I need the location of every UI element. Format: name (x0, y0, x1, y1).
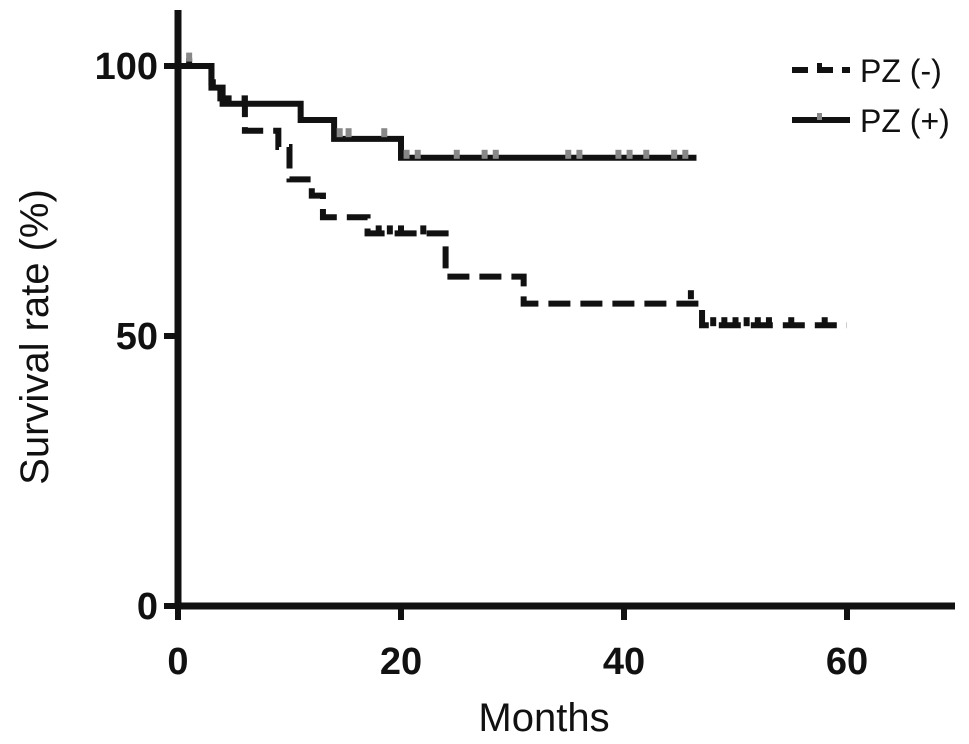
censor-mark-pz-plus (682, 149, 689, 159)
censor-mark-pz-plus (345, 128, 352, 138)
censor-mark-pz-plus (403, 149, 410, 159)
censor-mark-pz-minus (375, 225, 382, 235)
legend-item-pz-minus: PZ (-) (792, 53, 942, 89)
censor-mark-pz-minus (420, 225, 427, 235)
censor-mark-pz-plus (671, 149, 678, 159)
y-tick-label: 100 (95, 46, 158, 88)
censor-mark-pz-minus (710, 317, 717, 327)
tick-labels-group: 0 50 100 0 20 40 60 (95, 46, 869, 683)
axes-group (164, 10, 955, 620)
x-tick-label: 0 (167, 641, 188, 683)
censor-mark-pz-plus (576, 149, 583, 159)
censor-mark-pz-minus (386, 225, 393, 235)
x-tick-label: 60 (826, 641, 868, 683)
censor-mark-pz-plus (492, 149, 499, 159)
censor-mark-pz-minus (821, 317, 828, 327)
legend-censor-mark-pz-plus (817, 113, 822, 120)
censor-mark-pz-plus (481, 149, 488, 159)
censor-mark-pz-plus (626, 149, 633, 159)
legend-label-pz-plus: PZ (+) (860, 103, 950, 139)
censor-mark-pz-plus (643, 149, 650, 159)
censor-mark-pz-plus (615, 149, 622, 159)
censor-mark-pz-minus (687, 290, 694, 300)
censor-mark-pz-minus (754, 317, 761, 327)
x-tick-label: 20 (380, 641, 422, 683)
censor-mark-pz-minus (743, 317, 750, 327)
censor-mark-pz-minus (186, 58, 193, 67)
legend-label-pz-minus: PZ (-) (860, 53, 942, 89)
censor-mark-pz-plus (186, 52, 193, 62)
censor-mark-pz-minus (398, 225, 404, 235)
y-tick-label: 50 (116, 316, 158, 358)
legend-item-pz-plus: PZ (+) (792, 103, 950, 139)
censor-mark-pz-plus (453, 149, 460, 159)
censor-mark-pz-minus (732, 317, 739, 327)
series-line-pz-plus (178, 63, 697, 161)
y-tick-label: 0 (137, 586, 158, 628)
censor-mark-pz-plus (414, 149, 421, 159)
x-tick-label: 40 (603, 641, 645, 683)
censor-mark-pz-plus (565, 149, 572, 159)
censor-mark-pz-minus (788, 317, 795, 327)
legend-censor-mark-pz-minus (817, 63, 822, 70)
censor-mark-pz-minus (765, 317, 772, 327)
plot-series-group (178, 52, 847, 329)
y-axis-title: Survival rate (%) (13, 189, 57, 485)
censor-mark-pz-plus (336, 128, 343, 138)
legend: PZ (-) PZ (+) (792, 53, 950, 139)
censor-mark-pz-plus (381, 128, 388, 138)
x-axis-title: Months (478, 696, 609, 740)
censor-mark-pz-minus (721, 317, 728, 327)
